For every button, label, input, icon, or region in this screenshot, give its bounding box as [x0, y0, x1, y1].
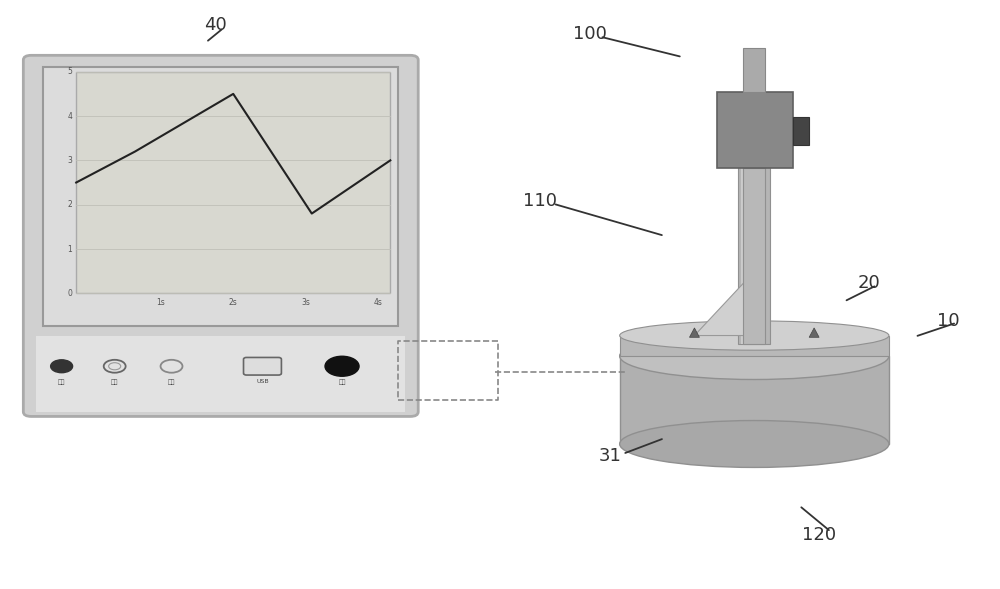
Bar	[741, 107, 749, 345]
Text: 31: 31	[598, 446, 621, 465]
Text: 1s: 1s	[157, 298, 165, 307]
FancyBboxPatch shape	[244, 358, 281, 375]
Bar	[36, 336, 405, 412]
Ellipse shape	[620, 333, 889, 379]
Circle shape	[51, 360, 73, 373]
Text: 1: 1	[67, 244, 72, 253]
Text: 3: 3	[67, 156, 72, 165]
Ellipse shape	[620, 421, 889, 468]
Bar	[717, 92, 793, 168]
Text: 5: 5	[67, 67, 72, 76]
Circle shape	[325, 356, 359, 376]
Text: USB: USB	[256, 379, 269, 384]
Text: 4: 4	[67, 111, 72, 121]
Text: 电源: 电源	[168, 379, 175, 385]
FancyBboxPatch shape	[23, 55, 418, 416]
Polygon shape	[809, 328, 819, 337]
Text: 2: 2	[67, 200, 72, 209]
Ellipse shape	[620, 321, 889, 350]
Text: 开关: 开关	[338, 379, 346, 385]
Text: 错误: 错误	[111, 379, 118, 385]
Bar	[743, 168, 765, 345]
Text: 100: 100	[573, 25, 607, 42]
Polygon shape	[694, 277, 764, 336]
Bar	[738, 107, 770, 345]
Bar	[793, 117, 809, 145]
Text: 运行: 运行	[58, 379, 65, 385]
Text: 20: 20	[858, 274, 880, 292]
Bar	[620, 336, 889, 356]
Text: 110: 110	[523, 191, 557, 210]
Text: 40: 40	[204, 16, 227, 34]
Text: 10: 10	[937, 312, 960, 330]
Bar	[76, 72, 390, 293]
Text: 120: 120	[802, 526, 836, 544]
Text: 3s: 3s	[301, 298, 310, 307]
Text: 4s: 4s	[373, 298, 382, 307]
Bar	[43, 67, 398, 326]
Polygon shape	[689, 328, 699, 337]
Bar	[743, 48, 765, 92]
Bar	[620, 356, 889, 444]
Text: 2s: 2s	[229, 298, 238, 307]
Text: 0: 0	[67, 289, 72, 298]
